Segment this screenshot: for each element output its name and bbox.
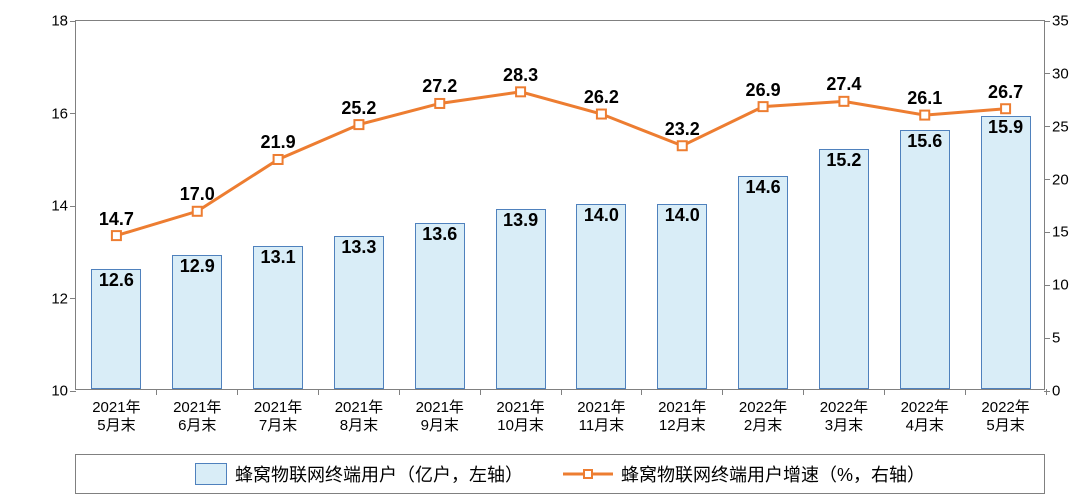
legend-swatch-bar <box>195 463 227 485</box>
line-value-label: 26.9 <box>746 80 781 101</box>
y-left-tick: 10 <box>51 383 68 400</box>
line-marker <box>920 111 929 120</box>
legend-swatch-line <box>563 464 613 484</box>
y-right-tick: 15 <box>1052 224 1069 241</box>
x-axis-label: 2021年12月末 <box>658 399 706 435</box>
x-axis-label: 2022年2月末 <box>739 399 787 435</box>
x-axis-label: 2021年7月末 <box>254 399 302 435</box>
legend-item: 蜂窝物联网终端用户（亿户，左轴） <box>195 461 523 487</box>
line-value-label: 28.3 <box>503 65 538 86</box>
x-axis-label: 2021年8月末 <box>335 399 383 435</box>
line-marker <box>354 120 363 129</box>
line-value-label: 23.2 <box>665 119 700 140</box>
y-left-tick: 16 <box>51 105 68 122</box>
y-right-tick: 5 <box>1052 330 1060 347</box>
line-value-label: 25.2 <box>341 98 376 119</box>
y-right-tick: 25 <box>1052 118 1069 135</box>
legend-label: 蜂窝物联网终端用户（亿户，左轴） <box>235 461 523 487</box>
x-axis-label: 2021年5月末 <box>92 399 140 435</box>
iot-users-chart: 10121416180510152025303512.62021年5月末12.9… <box>0 0 1080 502</box>
y-right-tick: 10 <box>1052 277 1069 294</box>
y-left-tick: 12 <box>51 290 68 307</box>
x-axis-label: 2022年5月末 <box>981 399 1029 435</box>
line-value-label: 27.4 <box>826 74 861 95</box>
line-marker <box>759 102 768 111</box>
x-axis-label: 2022年4月末 <box>901 399 949 435</box>
line-value-label: 14.7 <box>99 209 134 230</box>
line-marker <box>1001 104 1010 113</box>
y-right-tick: 20 <box>1052 171 1069 188</box>
line-marker <box>597 110 606 119</box>
plot-area: 10121416180510152025303512.62021年5月末12.9… <box>75 20 1045 390</box>
line-marker <box>435 99 444 108</box>
legend: 蜂窝物联网终端用户（亿户，左轴） 蜂窝物联网终端用户增速（%，右轴） <box>75 454 1045 494</box>
line-marker <box>193 207 202 216</box>
line-marker <box>274 155 283 164</box>
line-value-label: 26.1 <box>907 88 942 109</box>
legend-item: 蜂窝物联网终端用户增速（%，右轴） <box>563 461 925 487</box>
y-right-tick: 35 <box>1052 13 1069 30</box>
legend-label: 蜂窝物联网终端用户增速（%，右轴） <box>621 461 925 487</box>
line-value-label: 27.2 <box>422 76 457 97</box>
line-marker <box>678 141 687 150</box>
x-axis-label: 2021年9月末 <box>416 399 464 435</box>
line-value-label: 21.9 <box>261 132 296 153</box>
line-value-label: 26.7 <box>988 82 1023 103</box>
line-marker <box>112 231 121 240</box>
x-axis-label: 2021年10月末 <box>496 399 544 435</box>
y-right-tick: 0 <box>1052 383 1060 400</box>
x-axis-label: 2021年6月末 <box>173 399 221 435</box>
y-right-tick: 30 <box>1052 65 1069 82</box>
line-overlay <box>76 21 1046 391</box>
line-value-label: 26.2 <box>584 87 619 108</box>
line-value-label: 17.0 <box>180 184 215 205</box>
y-left-tick: 14 <box>51 198 68 215</box>
line-marker <box>516 87 525 96</box>
y-left-tick: 18 <box>51 13 68 30</box>
x-axis-label: 2022年3月末 <box>820 399 868 435</box>
line-marker <box>839 97 848 106</box>
x-axis-label: 2021年11月末 <box>577 399 625 435</box>
